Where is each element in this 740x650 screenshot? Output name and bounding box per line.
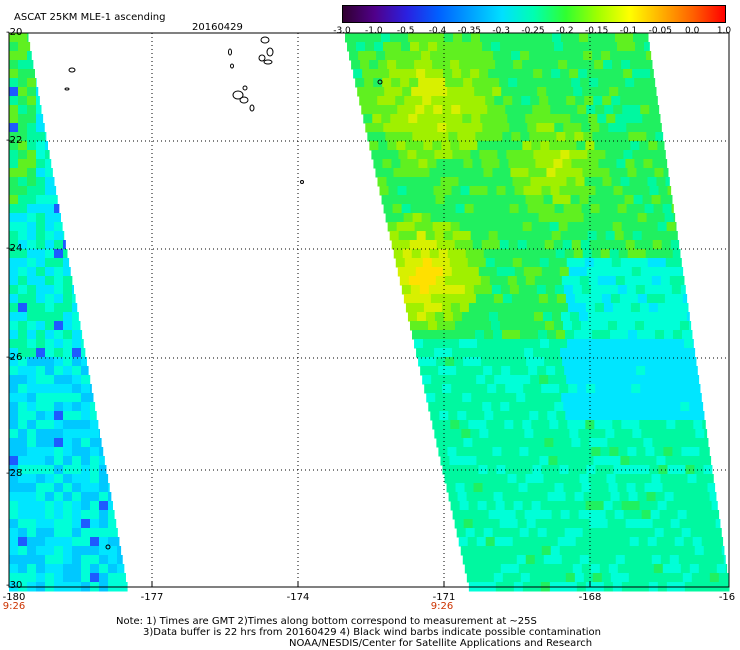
color-bar-tick: -0.05 <box>648 26 672 36</box>
note-line-2: 3)Data buffer is 22 hrs from 20160429 4)… <box>143 627 601 638</box>
color-bar-tick: -0.1 <box>619 26 638 36</box>
lon-label: -180 <box>2 592 26 603</box>
lat-label: -30 <box>6 580 23 591</box>
color-bar-tick: -0.15 <box>585 26 609 36</box>
lat-label: -24 <box>6 243 23 254</box>
color-bar-tick: -1.0 <box>365 26 383 36</box>
axis-ticks <box>8 32 730 588</box>
color-bar-tick: -0.5 <box>396 26 415 36</box>
lon-label: -16 <box>718 592 736 603</box>
color-bar-tick: -0.4 <box>428 26 447 36</box>
pass-time: 9:26 <box>2 601 26 612</box>
pass-time: 9:26 <box>430 601 454 612</box>
lat-label: -28 <box>6 468 23 479</box>
lon-label: -177 <box>140 592 164 603</box>
note-line-1: Note: 1) Times are GMT 2)Times along bot… <box>116 616 537 627</box>
color-bar-tick: -0.3 <box>492 26 510 36</box>
lat-label: -22 <box>6 135 23 146</box>
color-bar-tick: 1.0 <box>716 26 732 36</box>
swath-left <box>9 33 128 592</box>
color-bar-tick: -0.35 <box>457 26 481 36</box>
lat-label: -26 <box>6 352 23 363</box>
note-line-3: NOAA/NESDIS/Center for Satellite Applica… <box>289 638 593 649</box>
product-title: ASCAT 25KM MLE-1 ascending <box>14 12 166 23</box>
lon-label: -168 <box>578 592 602 603</box>
lon-label: -171 <box>432 592 456 603</box>
map-frame <box>8 32 730 588</box>
color-bar-tick: -3.0 <box>333 26 351 36</box>
island-outlines <box>64 36 383 550</box>
lon-label: -174 <box>286 592 310 603</box>
lat-label: -20 <box>6 27 23 38</box>
swath-right <box>345 33 730 592</box>
color-bar <box>342 5 726 23</box>
product-date: 20160429 <box>192 22 243 33</box>
color-bar-tick: 0.0 <box>684 26 700 36</box>
color-bar-tick: -0.25 <box>521 26 545 36</box>
color-bar-tick: -0.2 <box>556 26 574 36</box>
